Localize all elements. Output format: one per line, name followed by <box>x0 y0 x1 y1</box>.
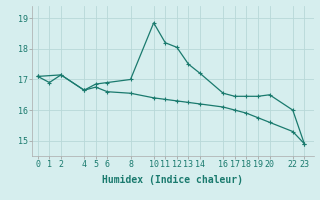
X-axis label: Humidex (Indice chaleur): Humidex (Indice chaleur) <box>102 175 243 185</box>
